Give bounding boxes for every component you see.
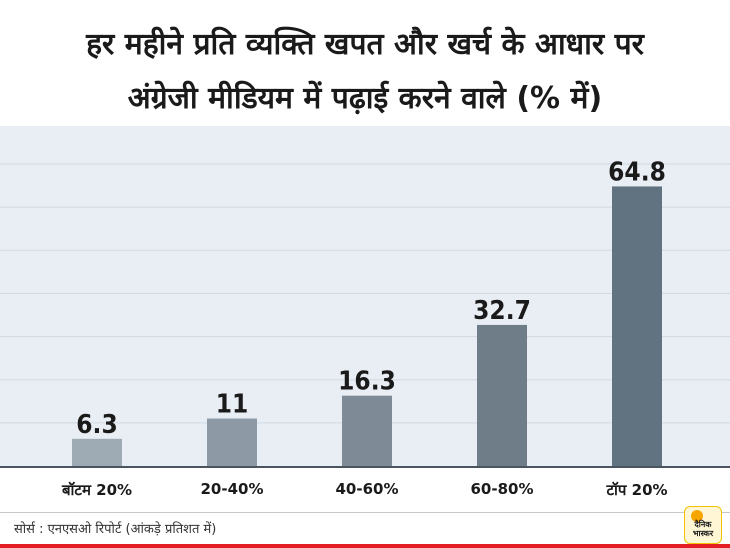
source-note: सोर्स : एनएसओ रिपोर्ट (आंकड़े प्रतिशत मे… xyxy=(14,522,217,537)
data-label: 11 xyxy=(216,390,249,420)
chart-header: हर महीने प्रति व्यक्ति खपत और खर्च के आध… xyxy=(0,0,730,126)
data-label: 6.3 xyxy=(76,410,117,440)
data-label: 16.3 xyxy=(338,367,396,397)
x-axis-line xyxy=(0,466,730,468)
bar xyxy=(477,324,527,466)
x-tick-label: टॉप 20% xyxy=(606,481,668,499)
footer-divider xyxy=(0,512,730,513)
footer-red-strip xyxy=(0,544,730,548)
bar xyxy=(612,186,662,467)
x-tick-label: बॉटम 20% xyxy=(61,481,133,499)
logo-sun-icon xyxy=(691,510,703,522)
x-tick-label: 20-40% xyxy=(200,480,264,498)
x-tick-label: 60-80% xyxy=(470,480,534,498)
bar xyxy=(342,395,392,466)
chart-title-line-1: हर महीने प्रति व्यक्ति खपत और खर्च के आध… xyxy=(86,27,644,62)
plot-area: 6.3 11 16.3 32.7 64.8 xyxy=(0,126,730,468)
data-label: 64.8 xyxy=(608,157,666,187)
bar xyxy=(207,418,257,466)
logo-text-line-1: दैनिक xyxy=(694,520,712,529)
bar-chart: 6.3 11 16.3 32.7 64.8 xyxy=(0,157,730,467)
x-tick-label: 40-60% xyxy=(335,480,399,498)
data-label: 32.7 xyxy=(473,296,531,326)
logo-text-line-2: भास्कर xyxy=(692,529,714,538)
dainik-bhaskar-logo: दैनिक भास्कर xyxy=(684,506,722,544)
chart-title-line-2: अंग्रेजी मीडियम में पढ़ाई करने वाले (% म… xyxy=(127,81,603,116)
logo-text: दैनिक भास्कर xyxy=(693,520,713,538)
bar xyxy=(72,438,122,466)
footer xyxy=(0,508,730,544)
